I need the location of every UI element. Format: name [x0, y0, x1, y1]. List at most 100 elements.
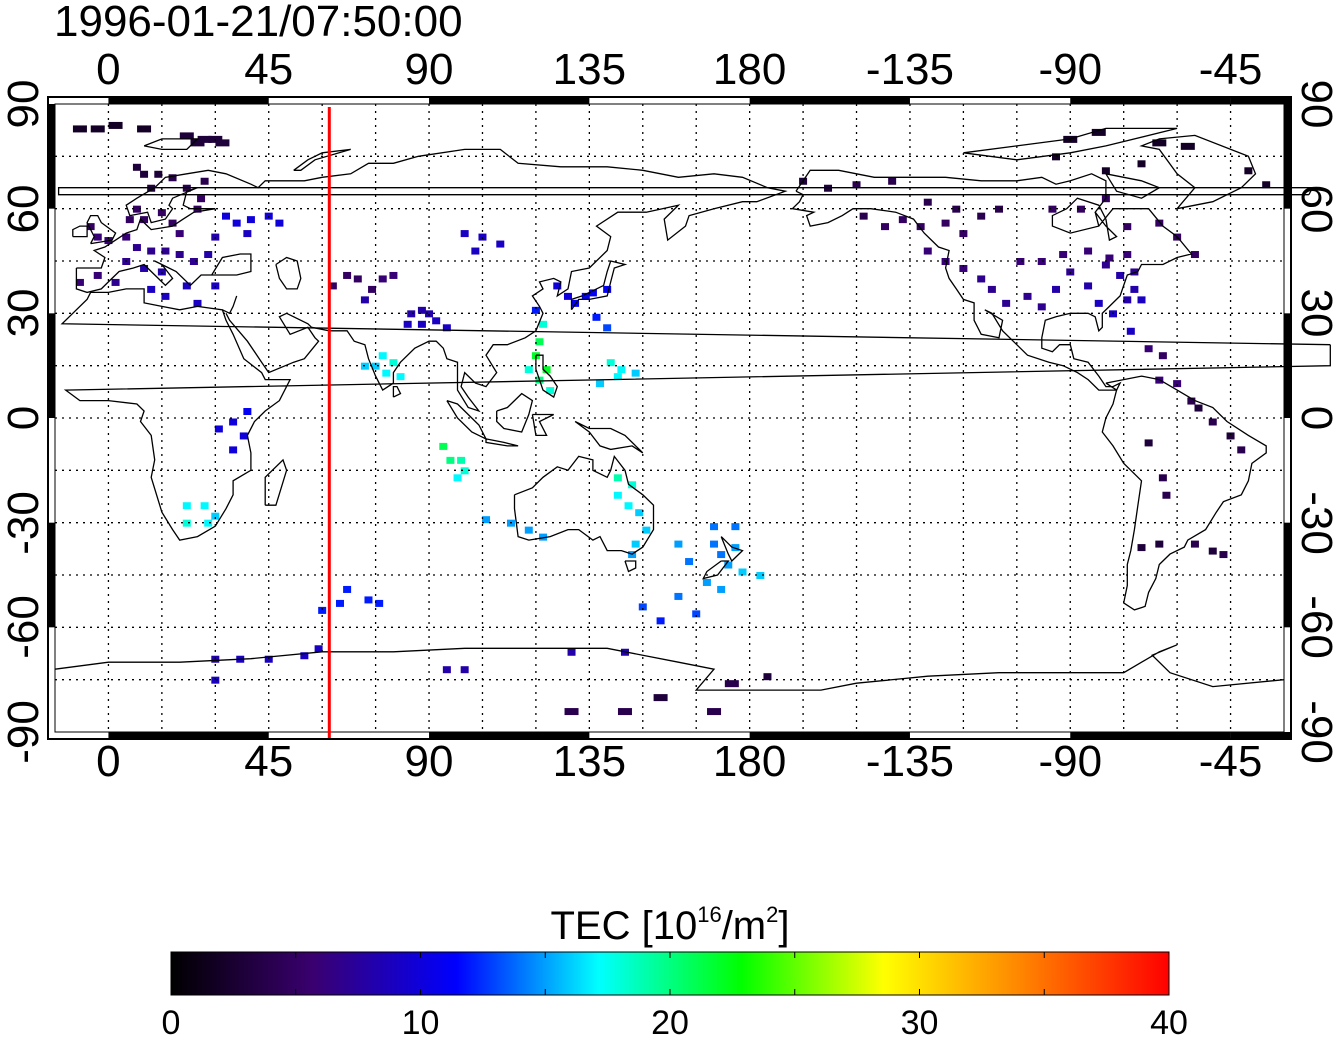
tec-point — [221, 212, 230, 220]
tec-point — [635, 509, 644, 517]
coastline — [143, 138, 200, 151]
colorbar-tick-label: 30 — [900, 1004, 939, 1042]
tec-point — [1155, 219, 1164, 227]
coastline — [791, 169, 1193, 391]
frame-bar — [1284, 522, 1291, 628]
left-lat-label: 60 — [0, 184, 48, 234]
tec-point — [314, 645, 323, 653]
tec-point — [460, 230, 469, 238]
tec-point — [132, 244, 141, 252]
tec-point — [524, 526, 533, 534]
tec-point — [154, 170, 163, 178]
tec-point — [1094, 299, 1103, 307]
tec-point — [204, 519, 213, 527]
coastline — [446, 399, 488, 441]
coastline — [293, 148, 351, 171]
tec-point — [460, 467, 469, 475]
frame-bar — [1284, 313, 1291, 418]
coastline — [1105, 173, 1161, 199]
tec-point — [300, 652, 309, 660]
tec-point — [140, 216, 149, 224]
tec-point — [692, 610, 701, 618]
tec-point — [1023, 292, 1032, 300]
tec-point — [995, 205, 1004, 213]
tec-point — [453, 474, 462, 482]
tec-point — [731, 523, 740, 531]
tec-point — [987, 285, 996, 293]
tec-point — [1190, 251, 1199, 259]
coastline — [392, 385, 402, 398]
tec-point — [916, 223, 925, 231]
tec-point — [1052, 285, 1061, 293]
tec-point — [193, 299, 202, 307]
tec-point — [852, 181, 861, 189]
tec-point — [211, 512, 220, 520]
tec-point — [952, 205, 961, 213]
tec-point — [211, 282, 220, 290]
tec-point — [542, 366, 551, 374]
tec-point — [1101, 167, 1110, 175]
coastline — [1094, 212, 1100, 227]
tec-point — [442, 324, 451, 332]
tec-point — [1158, 352, 1167, 360]
tec-point — [204, 251, 213, 259]
coastline — [75, 253, 252, 294]
tec-point — [343, 271, 352, 279]
tec-point — [1162, 491, 1171, 499]
tec-point — [1002, 299, 1011, 307]
top-lon-label: 0 — [96, 45, 121, 94]
tec-point — [653, 694, 668, 702]
tec-point — [617, 366, 626, 374]
frame-bar — [1070, 732, 1231, 739]
tec-point — [1130, 268, 1139, 276]
left-lat-label: -90 — [0, 700, 48, 764]
tec-point — [1091, 128, 1106, 136]
tec-point — [656, 617, 665, 625]
tec-point — [125, 216, 134, 224]
right-lat-label: 90 — [1292, 79, 1340, 129]
tec-point — [1144, 439, 1153, 447]
bottom-lon-label: 90 — [404, 737, 454, 786]
coastline — [72, 225, 88, 238]
tec-point — [460, 666, 469, 674]
tec-point — [563, 292, 572, 300]
tec-point — [439, 442, 448, 450]
coastline — [222, 295, 238, 315]
frame-bars — [48, 97, 1291, 739]
right-lat-label: 30 — [1292, 288, 1340, 338]
coastline — [624, 560, 637, 573]
tec-point — [603, 285, 612, 293]
tec-point — [1016, 258, 1025, 265]
tec-point — [496, 240, 505, 248]
coastline — [76, 148, 788, 413]
tec-point — [959, 264, 968, 272]
tec-point — [707, 708, 722, 716]
tec-point — [211, 655, 220, 663]
coastline — [1139, 134, 1257, 210]
tec-point — [442, 666, 451, 674]
tec-point — [75, 278, 84, 286]
tec-point — [724, 561, 733, 569]
tec-point — [214, 425, 223, 433]
tec-point — [628, 481, 637, 489]
tec-point — [93, 271, 102, 279]
tec-point — [446, 456, 455, 464]
top-lon-label: 90 — [404, 45, 454, 94]
tec-point — [977, 212, 986, 220]
top-lon-label: 135 — [552, 45, 627, 94]
tec-point — [157, 268, 166, 276]
tec-point — [132, 163, 141, 171]
colorbar-ticks — [295, 952, 1045, 995]
tec-point — [189, 258, 198, 265]
tec-point — [1194, 404, 1203, 412]
tec-point — [211, 676, 220, 684]
frame-bar — [1230, 732, 1291, 739]
bottom-lon-label: 45 — [244, 737, 294, 786]
tec-point — [396, 373, 405, 381]
tec-point — [190, 139, 205, 147]
tec-point — [1144, 345, 1153, 353]
colorbar-tick-label: 0 — [161, 1004, 181, 1042]
tec-point — [738, 568, 747, 576]
tec-point — [1137, 544, 1146, 552]
